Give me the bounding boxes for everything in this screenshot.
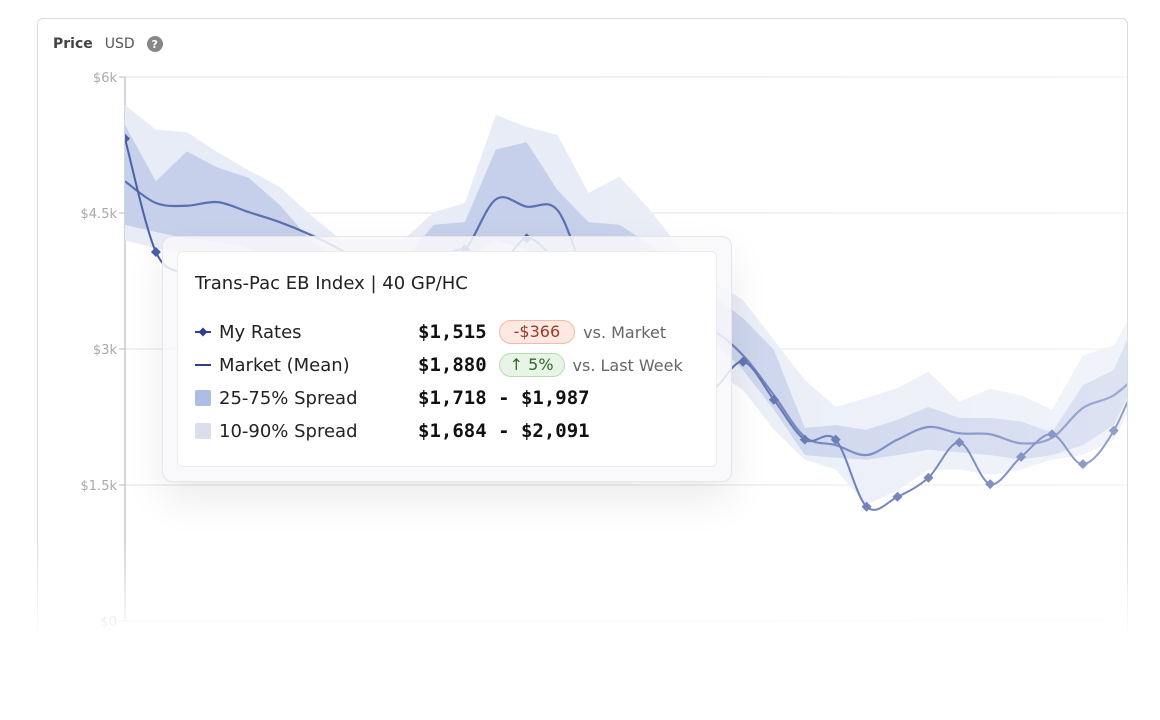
legend-label: Market (Mean) xyxy=(219,354,350,376)
tooltip-row-market-mean: Market (Mean) $1,880 ↑ 5% vs. Last Week xyxy=(195,352,683,378)
line-icon xyxy=(195,364,211,366)
vs-last-week-badge: ↑ 5% xyxy=(498,353,565,377)
spread-10-90-value: $1,684 - $2,091 xyxy=(418,420,590,442)
chart-title: Price xyxy=(53,36,93,52)
tooltip-row-10-90: 10-90% Spread $1,684 - $2,091 xyxy=(195,418,590,444)
currency-label: USD xyxy=(104,36,135,52)
diamond-line-icon xyxy=(195,327,211,337)
chart-header: Price USD ? xyxy=(53,36,163,52)
y-tick-label: $6k xyxy=(93,71,118,86)
market-mean-value: $1,880 xyxy=(418,354,487,376)
comparison-label: vs. Last Week xyxy=(572,355,683,375)
y-tick-label: $3k xyxy=(93,343,118,358)
bottom-fade xyxy=(0,540,1160,720)
legend-label: 25-75% Spread xyxy=(219,387,358,409)
spread-25-75-value: $1,718 - $1,987 xyxy=(418,387,590,409)
swatch-icon xyxy=(195,423,211,439)
comparison-label: vs. Market xyxy=(583,322,667,342)
tooltip-row-my-rates: My Rates $1,515 -$366 vs. Market xyxy=(195,319,666,345)
y-tick-label: $1.5k xyxy=(81,479,118,494)
legend-label: 10-90% Spread xyxy=(219,420,358,442)
my-rates-point[interactable] xyxy=(150,246,161,257)
question-circle-icon[interactable]: ? xyxy=(146,36,163,52)
tooltip-title: Trans-Pac EB Index | 40 GP/HC xyxy=(195,273,468,294)
my-rates-value: $1,515 xyxy=(418,321,487,343)
vs-market-badge: -$366 xyxy=(498,320,576,344)
my-rates-point[interactable] xyxy=(1140,355,1150,365)
tooltip: Trans-Pac EB Index | 40 GP/HC My Rates $… xyxy=(177,251,717,467)
swatch-icon xyxy=(195,390,211,406)
my-rates-point[interactable] xyxy=(120,133,130,144)
tooltip-row-25-75: 25-75% Spread $1,718 - $1,987 xyxy=(195,385,590,411)
y-tick-label: $4.5k xyxy=(81,207,118,222)
legend-label: My Rates xyxy=(219,321,302,343)
